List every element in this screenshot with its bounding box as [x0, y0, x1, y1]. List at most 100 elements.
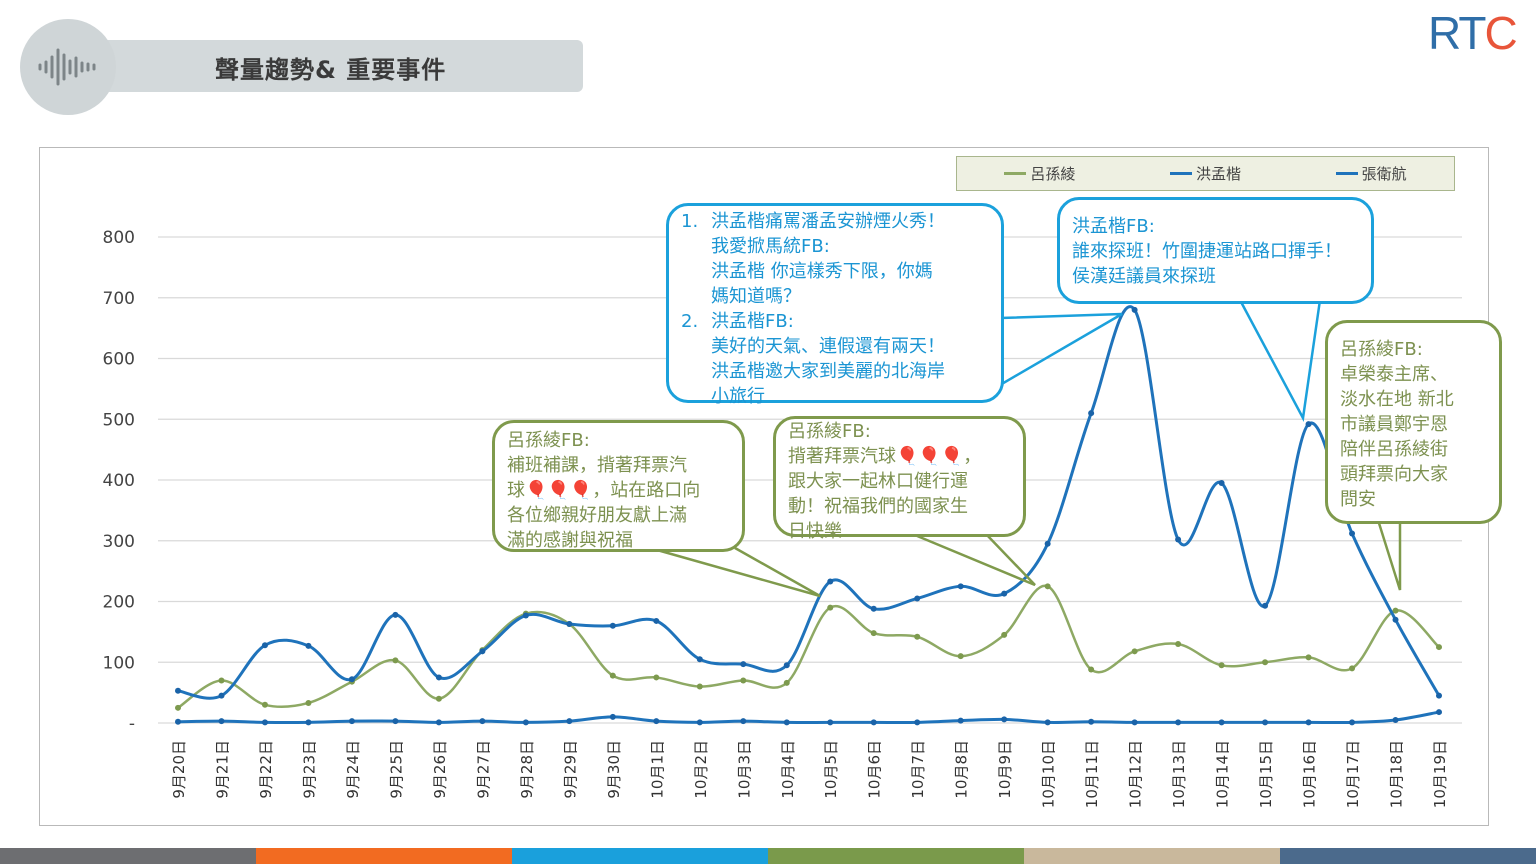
data-point: [609, 672, 616, 679]
callout-line: 呂孫綾FB:: [788, 421, 871, 442]
data-point: [1392, 607, 1399, 614]
x-tick-label: 9月27日: [474, 740, 492, 799]
data-point: [1218, 480, 1225, 487]
data-point: [305, 642, 312, 649]
data-point: [1305, 719, 1312, 726]
data-point: [566, 718, 573, 725]
data-point: [957, 653, 964, 660]
callout-line: 洪孟楷FB:: [1072, 216, 1155, 237]
callout-line: 呂孫綾FB:: [507, 430, 590, 451]
callout-pointer: [909, 531, 1036, 587]
callout-line: 美好的天氣、連假還有兩天！: [711, 336, 945, 357]
data-point: [783, 662, 790, 669]
data-point: [1001, 716, 1008, 723]
callout-line: 頭拜票向大家: [1340, 464, 1448, 485]
data-point: [609, 713, 616, 720]
x-tick-label: 10月8日: [953, 740, 971, 799]
legend-item-lu: 呂孫綾: [1004, 163, 1075, 184]
callout-line: 市議員鄭宇恩: [1340, 414, 1448, 435]
data-point: [435, 695, 442, 702]
data-point: [1131, 648, 1138, 655]
x-tick-label: 10月5日: [822, 740, 840, 799]
data-point: [261, 719, 268, 726]
y-tick-label: 300: [103, 532, 135, 552]
data-point: [392, 611, 399, 618]
data-point: [827, 719, 834, 726]
x-tick-label: 10月7日: [909, 740, 927, 799]
data-point: [1349, 530, 1356, 537]
data-point: [740, 661, 747, 668]
x-tick-label: 10月14日: [1214, 740, 1232, 808]
callout-pointer: [1376, 519, 1402, 591]
data-point: [1131, 719, 1138, 726]
data-point: [740, 677, 747, 684]
data-point: [1305, 654, 1312, 661]
callout-line: 洪孟楷邀大家到美麗的北海岸: [711, 361, 945, 382]
callout-line: 小旅行: [711, 386, 765, 407]
data-point: [1088, 718, 1095, 725]
data-point: [175, 704, 181, 711]
legend-label: 洪孟楷: [1195, 165, 1241, 183]
data-point: [653, 617, 660, 624]
data-point: [1175, 641, 1182, 648]
data-point: [218, 718, 225, 725]
callout-pointer: [649, 546, 821, 598]
legend-item-chang: 張衛航: [1335, 163, 1407, 184]
y-tick-label: 500: [103, 410, 135, 430]
x-tick-label: 9月29日: [561, 740, 579, 799]
x-tick-label: 10月12日: [1127, 740, 1145, 808]
y-tick-label: 100: [103, 653, 135, 673]
legend-label: 呂孫綾: [1030, 165, 1076, 183]
x-tick-label: 10月19日: [1431, 740, 1449, 808]
callout-lu-make-up-class: 呂孫綾FB: 補班補課，揹著拜票汽 球🎈🎈🎈，站在路口向 各位鄉親好朋友獻上滿 滿的感謝…: [492, 420, 745, 552]
rtc-logo: RTC: [1428, 7, 1518, 59]
data-point: [914, 719, 921, 726]
data-point: [1436, 644, 1442, 651]
data-point: [696, 656, 703, 663]
chart-legend: 呂孫綾 洪孟楷 張衛航: [956, 156, 1455, 191]
list-number: 1.: [681, 211, 699, 232]
data-point: [479, 648, 486, 655]
footer-color-strip: [0, 848, 256, 864]
legend-item-hung: 洪孟楷: [1169, 163, 1241, 184]
data-point: [1436, 709, 1442, 716]
data-point: [1218, 719, 1225, 726]
data-point: [1175, 536, 1182, 543]
y-tick-label: 700: [103, 289, 135, 309]
data-point: [870, 605, 877, 612]
x-tick-label: 9月28日: [518, 740, 536, 799]
callout-line: 問安: [1340, 489, 1376, 510]
x-tick-label: 10月13日: [1170, 740, 1188, 808]
data-point: [175, 687, 181, 694]
callout-line: 日快樂: [788, 521, 842, 542]
data-point: [1088, 666, 1095, 673]
callout-lu-linkou: 呂孫綾FB: 揹著拜票汽球🎈🎈🎈， 跟大家一起林口健行運 動！祝福我們的國家生 日快樂: [773, 416, 1026, 542]
callout-line: 呂孫綾FB:: [1340, 339, 1423, 360]
data-point: [1088, 410, 1095, 417]
callout-pointer: [1238, 299, 1322, 422]
callout-hung-zhuwei: 洪孟楷FB: 誰來探班！竹圍捷運站路口揮手！ 侯漢廷議員來探班: [1057, 197, 1374, 304]
data-point: [1044, 719, 1051, 726]
data-point: [175, 718, 181, 725]
data-point: [957, 717, 964, 724]
y-tick-label: 800: [103, 228, 135, 248]
data-point: [1044, 540, 1051, 547]
list-number: 2.: [681, 311, 699, 332]
x-tick-label: 10月3日: [735, 740, 753, 799]
callout-list-item: 1. 洪孟楷痛罵潘孟安辦煙火秀！ 我愛掀馬統FB: 洪孟楷 你這樣秀下限，你媽 媽知道嗎…: [681, 209, 989, 309]
data-point: [653, 674, 660, 681]
data-point: [653, 718, 660, 725]
x-tick-label: 9月26日: [431, 740, 449, 799]
data-point: [1349, 719, 1356, 726]
data-point: [479, 718, 486, 725]
data-point: [914, 595, 921, 602]
data-point: [1349, 665, 1356, 672]
header-circle: [20, 19, 116, 115]
sound-wave-icon: [38, 48, 96, 86]
x-tick-label: 9月21日: [213, 740, 231, 799]
data-point: [1262, 719, 1269, 726]
callout-line: 洪孟楷 你這樣秀下限，你媽: [711, 261, 933, 282]
x-tick-label: 10月11日: [1083, 740, 1101, 808]
data-point: [1436, 692, 1442, 699]
x-tick-label: 10月4日: [779, 740, 797, 799]
